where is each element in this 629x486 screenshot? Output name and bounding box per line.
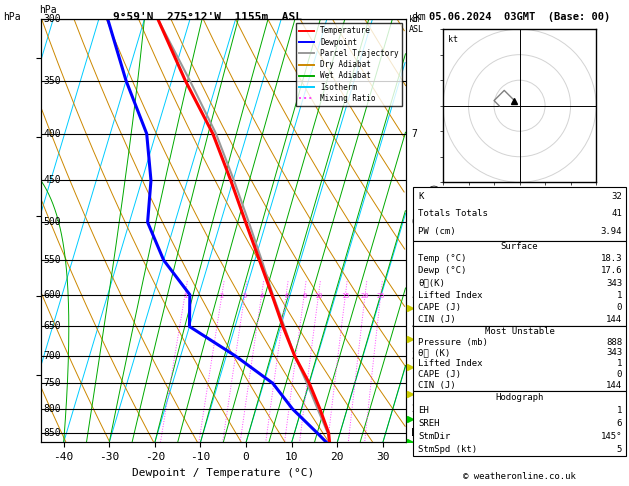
Text: θᴄ (K): θᴄ (K) [418, 348, 450, 358]
Text: SREH: SREH [418, 419, 440, 428]
Text: Dewp (°C): Dewp (°C) [418, 266, 467, 276]
Text: Hodograph: Hodograph [496, 393, 543, 402]
Text: 144: 144 [606, 381, 622, 390]
Text: 10: 10 [314, 293, 323, 299]
Text: 300: 300 [43, 15, 61, 24]
Text: 1: 1 [616, 291, 622, 300]
Text: 600: 600 [43, 290, 61, 300]
Text: 145°: 145° [601, 432, 622, 441]
Text: EH: EH [418, 406, 429, 415]
Text: 700: 700 [43, 351, 61, 361]
Text: 650: 650 [43, 322, 61, 331]
Text: 8: 8 [302, 293, 306, 299]
Text: km
ASL: km ASL [409, 15, 424, 34]
Text: 9°59'N  275°12'W  1155m  ASL: 9°59'N 275°12'W 1155m ASL [113, 12, 302, 22]
Text: 25: 25 [377, 293, 385, 299]
Text: 5: 5 [411, 290, 417, 300]
Text: Surface: Surface [501, 242, 538, 251]
Text: 18.3: 18.3 [601, 254, 622, 263]
Text: 550: 550 [43, 255, 61, 265]
Text: CIN (J): CIN (J) [418, 381, 456, 390]
Text: 2: 2 [220, 293, 224, 299]
Text: km: km [415, 12, 427, 22]
Text: 17.6: 17.6 [601, 266, 622, 276]
Text: 400: 400 [43, 129, 61, 139]
Text: Mixing Ratio (g/kg): Mixing Ratio (g/kg) [431, 183, 440, 278]
Text: θᴄ(K): θᴄ(K) [418, 278, 445, 288]
Text: 6: 6 [284, 293, 288, 299]
Text: 450: 450 [43, 175, 61, 186]
Text: Totals Totals: Totals Totals [418, 209, 488, 218]
Text: 3: 3 [243, 293, 247, 299]
Text: K: K [418, 191, 424, 201]
Text: 05.06.2024  03GMT  (Base: 00): 05.06.2024 03GMT (Base: 00) [429, 12, 610, 22]
Text: 41: 41 [611, 209, 622, 218]
Text: 7: 7 [411, 129, 417, 139]
Text: 5: 5 [616, 445, 622, 454]
Text: 800: 800 [43, 404, 61, 414]
Text: 0: 0 [616, 370, 622, 380]
Text: 1: 1 [616, 406, 622, 415]
Text: Most Unstable: Most Unstable [484, 327, 555, 336]
Text: LCL: LCL [411, 428, 429, 438]
Text: 4: 4 [411, 322, 417, 331]
Text: 6: 6 [411, 217, 417, 227]
Text: 343: 343 [606, 278, 622, 288]
Text: StmDir: StmDir [418, 432, 450, 441]
Text: kt: kt [448, 35, 458, 44]
Text: 343: 343 [606, 348, 622, 358]
Text: 750: 750 [43, 378, 61, 388]
Legend: Temperature, Dewpoint, Parcel Trajectory, Dry Adiabat, Wet Adiabat, Isotherm, Mi: Temperature, Dewpoint, Parcel Trajectory… [296, 23, 402, 106]
Text: 3: 3 [411, 351, 417, 361]
Text: 6: 6 [616, 419, 622, 428]
Text: hPa: hPa [3, 12, 21, 22]
Text: Temp (°C): Temp (°C) [418, 254, 467, 263]
Text: Lifted Index: Lifted Index [418, 291, 483, 300]
Text: CAPE (J): CAPE (J) [418, 303, 461, 312]
Text: 3.94: 3.94 [601, 227, 622, 236]
Text: 15: 15 [341, 293, 350, 299]
Text: Lifted Index: Lifted Index [418, 359, 483, 368]
Text: 32: 32 [611, 191, 622, 201]
Text: StmSpd (kt): StmSpd (kt) [418, 445, 477, 454]
Text: PW (cm): PW (cm) [418, 227, 456, 236]
Text: CAPE (J): CAPE (J) [418, 370, 461, 380]
Text: 8: 8 [411, 15, 417, 24]
Text: 4: 4 [260, 293, 264, 299]
Text: 500: 500 [43, 217, 61, 227]
Text: 888: 888 [606, 337, 622, 347]
Text: Pressure (mb): Pressure (mb) [418, 337, 488, 347]
Text: 144: 144 [606, 315, 622, 324]
Text: 350: 350 [43, 76, 61, 86]
Text: 0: 0 [616, 303, 622, 312]
Text: 20: 20 [361, 293, 369, 299]
Text: 850: 850 [43, 428, 61, 438]
Text: CIN (J): CIN (J) [418, 315, 456, 324]
Text: 2: 2 [411, 404, 417, 414]
Text: 1: 1 [616, 359, 622, 368]
Text: hPa: hPa [39, 5, 57, 15]
X-axis label: Dewpoint / Temperature (°C): Dewpoint / Temperature (°C) [132, 468, 314, 478]
Text: © weatheronline.co.uk: © weatheronline.co.uk [463, 472, 576, 481]
Text: 1: 1 [183, 293, 187, 299]
